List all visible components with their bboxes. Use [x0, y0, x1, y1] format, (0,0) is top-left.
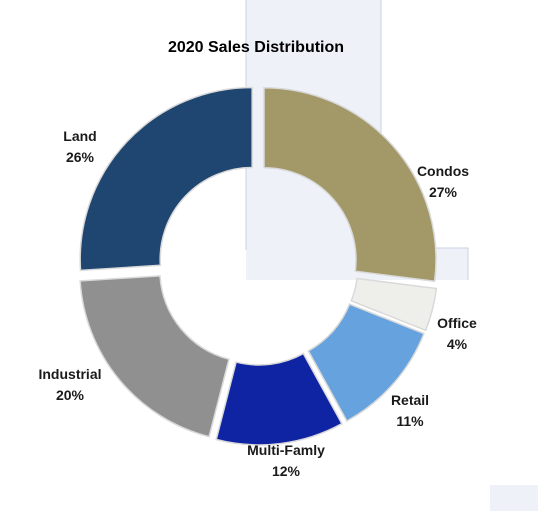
slice-label-office: Office — [437, 315, 477, 331]
slice-value-office: 4% — [447, 336, 468, 352]
donut-slices — [79, 86, 438, 446]
slice-label-industrial: Industrial — [38, 366, 101, 382]
slice-value-land: 26% — [66, 149, 95, 165]
slice-industrial — [79, 275, 230, 438]
slice-value-industrial: 20% — [56, 387, 85, 403]
slice-value-condos: 27% — [429, 184, 458, 200]
slice-label-land: Land — [63, 128, 96, 144]
slice-land — [79, 86, 253, 272]
slice-retail — [307, 303, 425, 423]
chart-title: 2020 Sales Distribution — [168, 39, 344, 56]
slice-label-retail: Retail — [391, 392, 429, 408]
slice-value-retail: 11% — [396, 413, 424, 429]
slice-office — [350, 277, 438, 332]
slice-label-condos: Condos — [417, 163, 469, 179]
slice-value-multi-famly: 12% — [272, 463, 301, 479]
slice-condos — [263, 86, 437, 283]
slice-labels: Condos 27% Office 4% Retail 11% Multi-Famly 12%… — [38, 128, 477, 479]
slice-label-multi-famly: Multi-Famly — [247, 442, 325, 458]
slice-multi-famly — [215, 352, 343, 446]
